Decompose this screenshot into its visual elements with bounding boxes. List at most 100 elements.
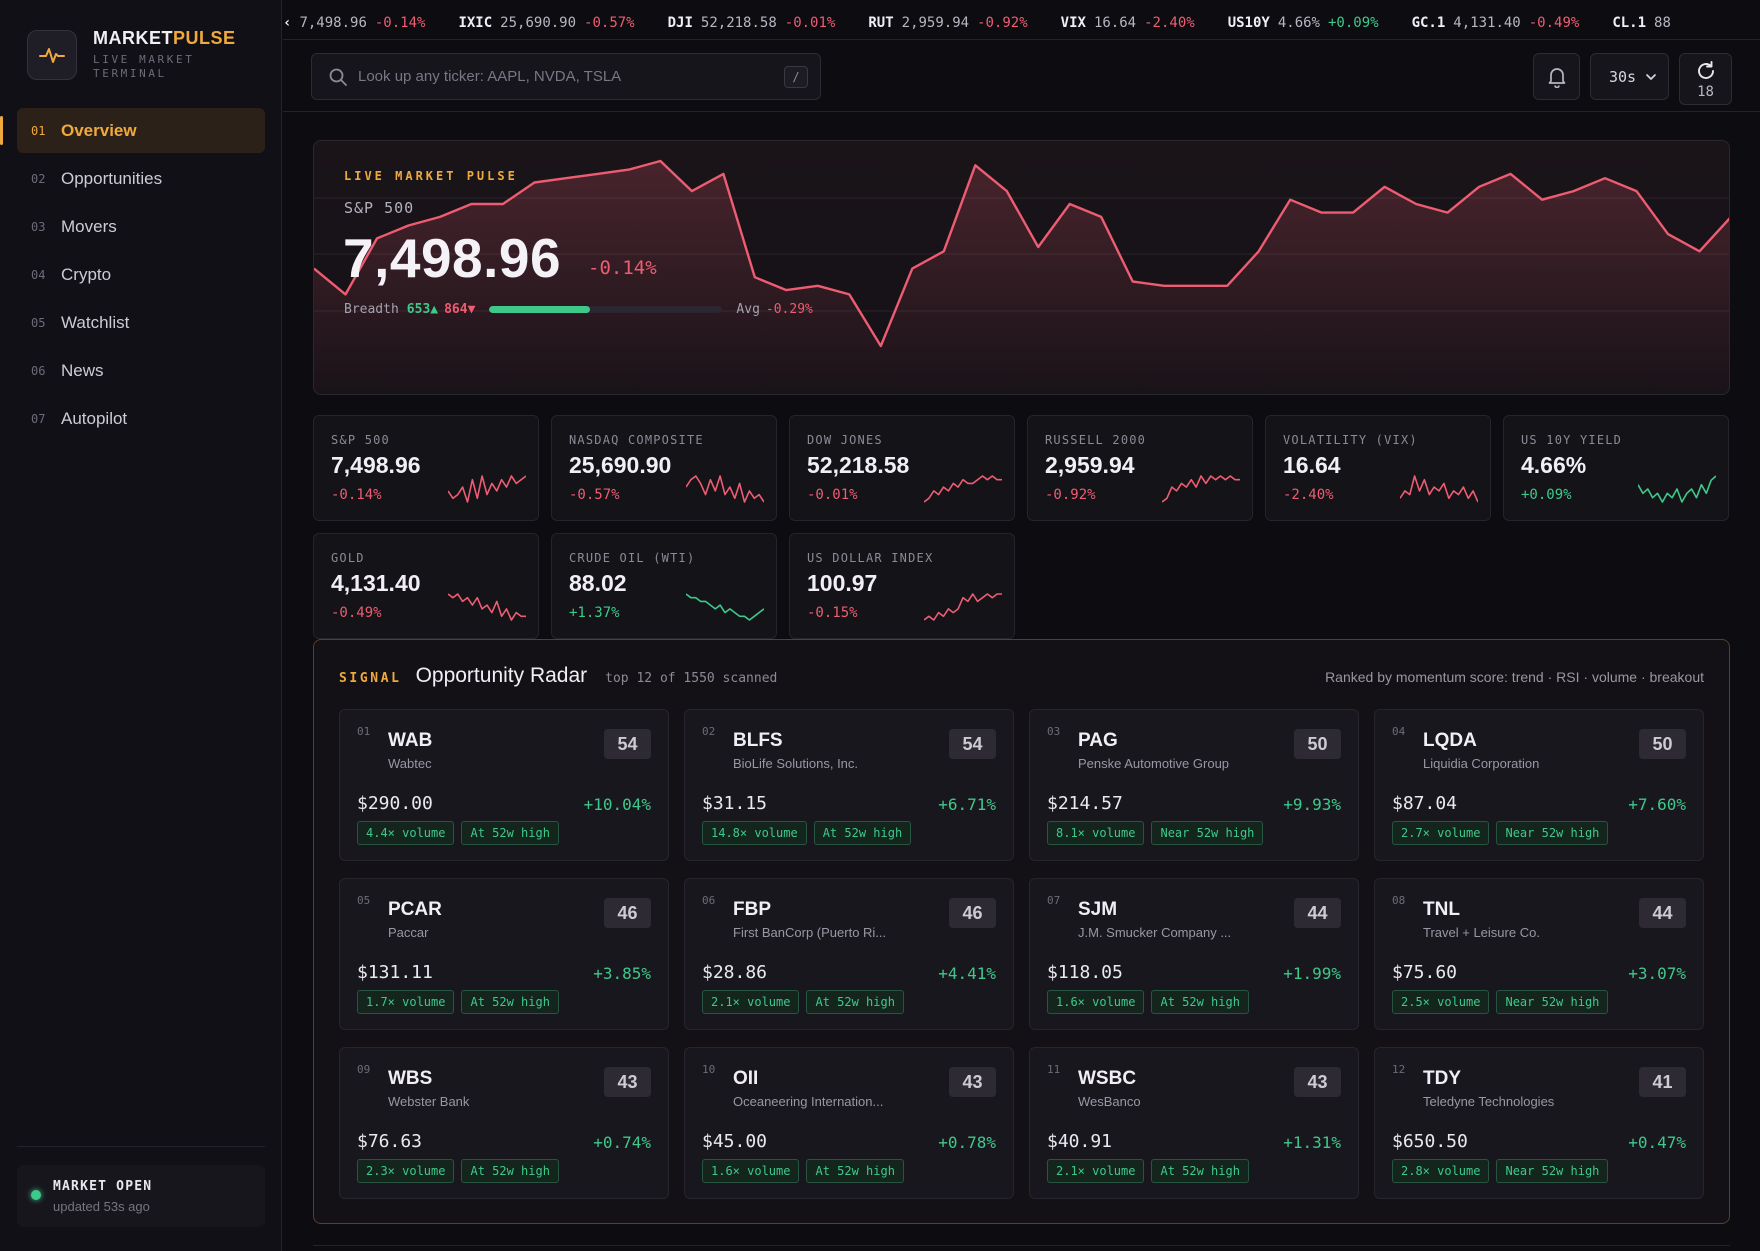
index-card[interactable]: US 10Y YIELD 4.66% +0.09%	[1503, 415, 1729, 521]
ticker-item[interactable]: ‹ 7,498.96 -0.14%	[283, 15, 425, 31]
index-card[interactable]: RUSSELL 2000 2,959.94 -0.92%	[1027, 415, 1253, 521]
opportunity-card[interactable]: 01 WAB Wabtec 54 $290.00 +10.04% 4.4× volume At…	[339, 709, 669, 861]
nav-item-label: Overview	[61, 120, 137, 140]
opportunity-price: $87.04	[1392, 793, 1458, 814]
opportunity-price: $290.00	[357, 793, 433, 814]
ticker-item[interactable]: DJI 52,218.58 -0.01%	[668, 15, 836, 31]
ticker-value: 52,218.58	[700, 15, 777, 31]
ticker-value: 2,959.94	[901, 15, 970, 31]
opportunity-card[interactable]: 02 BLFS BioLife Solutions, Inc. 54 $31.15 +6.…	[684, 709, 1014, 861]
ticker-item[interactable]: CL.1 88	[1612, 15, 1679, 31]
signal-tag: 2.8× volume	[1392, 1159, 1490, 1183]
ticker-item[interactable]: IXIC 25,690.90 -0.57%	[458, 15, 634, 31]
breadth-label: Breadth	[344, 302, 399, 317]
refresh-button[interactable]: 18	[1679, 53, 1732, 105]
search-input[interactable]	[358, 68, 788, 85]
opportunity-card[interactable]: 03 PAG Penske Automotive Group 50 $214.57 +9.…	[1029, 709, 1359, 861]
refresh-interval-select[interactable]: 30s	[1590, 53, 1669, 100]
opportunity-ticker: PAG	[1078, 730, 1118, 751]
market-status: MARKET OPEN updated 53s ago	[17, 1165, 265, 1227]
nav-item-news[interactable]: 06 News	[17, 348, 265, 393]
avg-label: Avg	[736, 302, 760, 317]
nav-item-opportunities[interactable]: 02 Opportunities	[17, 156, 265, 201]
momentum-score-badge: 46	[949, 898, 996, 928]
opportunity-card[interactable]: 05 PCAR Paccar 46 $131.11 +3.85% 1.7× volume At…	[339, 878, 669, 1030]
index-card[interactable]: US DOLLAR INDEX 100.97 -0.15%	[789, 533, 1015, 639]
ticker-item[interactable]: VIX 16.64 -2.40%	[1061, 15, 1195, 31]
nav-item-number: 01	[31, 123, 46, 138]
nav-item-crypto[interactable]: 04 Crypto	[17, 252, 265, 297]
opportunity-card[interactable]: 10 OII Oceaneering Internation... 43 $45.00 +…	[684, 1047, 1014, 1199]
brand[interactable]: MARKETPULSE LIVE MARKET TERMINAL	[27, 28, 236, 81]
signal-tag: 2.3× volume	[357, 1159, 455, 1183]
sidebar-divider	[17, 1146, 265, 1147]
ticker-value: 25,690.90	[500, 15, 577, 31]
nav-item-number: 04	[31, 267, 46, 282]
opportunity-rank: 11	[1047, 1063, 1061, 1076]
market-status-title: MARKET OPEN	[53, 1179, 153, 1194]
nav-item-number: 02	[31, 171, 46, 186]
signal-tag: Near 52w high	[1151, 821, 1264, 845]
opportunity-change: +3.85%	[593, 964, 651, 983]
opportunity-change: +10.04%	[583, 795, 651, 814]
opportunity-card[interactable]: 06 FBP First BanCorp (Puerto Ri... 46 $28.86…	[684, 878, 1014, 1030]
opportunity-card[interactable]: 07 SJM J.M. Smucker Company ... 44 $118.05 +1…	[1029, 878, 1359, 1030]
opportunity-change: +3.07%	[1628, 964, 1686, 983]
index-card-value: 2,959.94	[1045, 452, 1135, 478]
nav-item-movers[interactable]: 03 Movers	[17, 204, 265, 249]
opportunity-ticker: TDY	[1423, 1068, 1461, 1089]
opportunity-card[interactable]: 04 LQDA Liquidia Corporation 50 $87.04 +7.60%…	[1374, 709, 1704, 861]
opportunity-card[interactable]: 12 TDY Teledyne Technologies 41 $650.50 +0.47…	[1374, 1047, 1704, 1199]
opportunity-card[interactable]: 09 WBS Webster Bank 43 $76.63 +0.74% 2.3× volu…	[339, 1047, 669, 1199]
breadth-bar-fill	[489, 306, 590, 313]
index-card-name: GOLD	[331, 551, 365, 565]
nav-item-overview[interactable]: 01 Overview	[0, 108, 265, 153]
nav-item-label: Opportunities	[61, 168, 163, 188]
nav-item-label: Crypto	[61, 264, 112, 284]
notifications-button[interactable]	[1533, 53, 1580, 100]
opportunity-price: $28.86	[702, 962, 768, 983]
ticker-value: 4,131.40	[1453, 15, 1521, 31]
index-card[interactable]: DOW JONES 52,218.58 -0.01%	[789, 415, 1015, 521]
momentum-score-badge: 54	[949, 729, 996, 759]
nav-item-watchlist[interactable]: 05 Watchlist	[17, 300, 265, 345]
sparkline	[1400, 475, 1478, 503]
sparkline-line	[924, 593, 1002, 621]
ticker-value: 7,498.96	[299, 15, 367, 31]
nav-item-autopilot[interactable]: 07 Autopilot	[17, 396, 265, 441]
breadth-decliners: 864▼	[444, 302, 476, 317]
ticker-change: -0.57%	[584, 15, 635, 31]
ticker-item[interactable]: US10Y 4.66% +0.09%	[1228, 15, 1379, 31]
ticker-value: 4.66%	[1277, 15, 1320, 31]
ticker-search[interactable]: /	[311, 53, 821, 100]
opportunity-company: WesBanco	[1078, 1094, 1141, 1109]
opportunity-price: $650.50	[1392, 1131, 1468, 1152]
opportunity-rank: 03	[1047, 725, 1061, 738]
ticker-item[interactable]: GC.1 4,131.40 -0.49%	[1412, 15, 1580, 31]
opportunity-change: +6.71%	[938, 795, 996, 814]
ticker-symbol: DJI	[667, 15, 693, 31]
momentum-score-badge: 43	[949, 1067, 996, 1097]
opportunity-rank: 10	[702, 1063, 716, 1076]
index-card[interactable]: GOLD 4,131.40 -0.49%	[313, 533, 539, 639]
index-card[interactable]: CRUDE OIL (WTI) 88.02 +1.37%	[551, 533, 777, 639]
index-card[interactable]: VOLATILITY (VIX) 16.64 -2.40%	[1265, 415, 1491, 521]
radar-ranking-note: Ranked by momentum score: trend · RSI · …	[1325, 669, 1704, 685]
signal-tag: At 52w high	[806, 1159, 904, 1183]
index-card[interactable]: NASDAQ COMPOSITE 25,690.90 -0.57%	[551, 415, 777, 521]
opportunity-rank: 01	[357, 725, 371, 738]
ticker-change: +0.09%	[1328, 15, 1379, 31]
sparkline-line	[1162, 475, 1240, 503]
opportunity-rank: 07	[1047, 894, 1061, 907]
ticker-item[interactable]: RUT 2,959.94 -0.92%	[868, 15, 1027, 31]
nav-item-label: Autopilot	[61, 408, 128, 428]
momentum-score-badge: 44	[1294, 898, 1341, 928]
index-card[interactable]: S&P 500 7,498.96 -0.14%	[313, 415, 539, 521]
opportunity-card[interactable]: 08 TNL Travel + Leisure Co. 44 $75.60 +3.07% 2…	[1374, 878, 1704, 1030]
chart-area	[314, 161, 1729, 394]
opportunity-company: Travel + Leisure Co.	[1423, 925, 1540, 940]
index-card-value: 52,218.58	[807, 452, 910, 478]
opportunity-card[interactable]: 11 WSBC WesBanco 43 $40.91 +1.31% 2.1× volume A…	[1029, 1047, 1359, 1199]
index-card-change: -0.01%	[807, 487, 858, 503]
signal-tag: 1.6× volume	[702, 1159, 800, 1183]
